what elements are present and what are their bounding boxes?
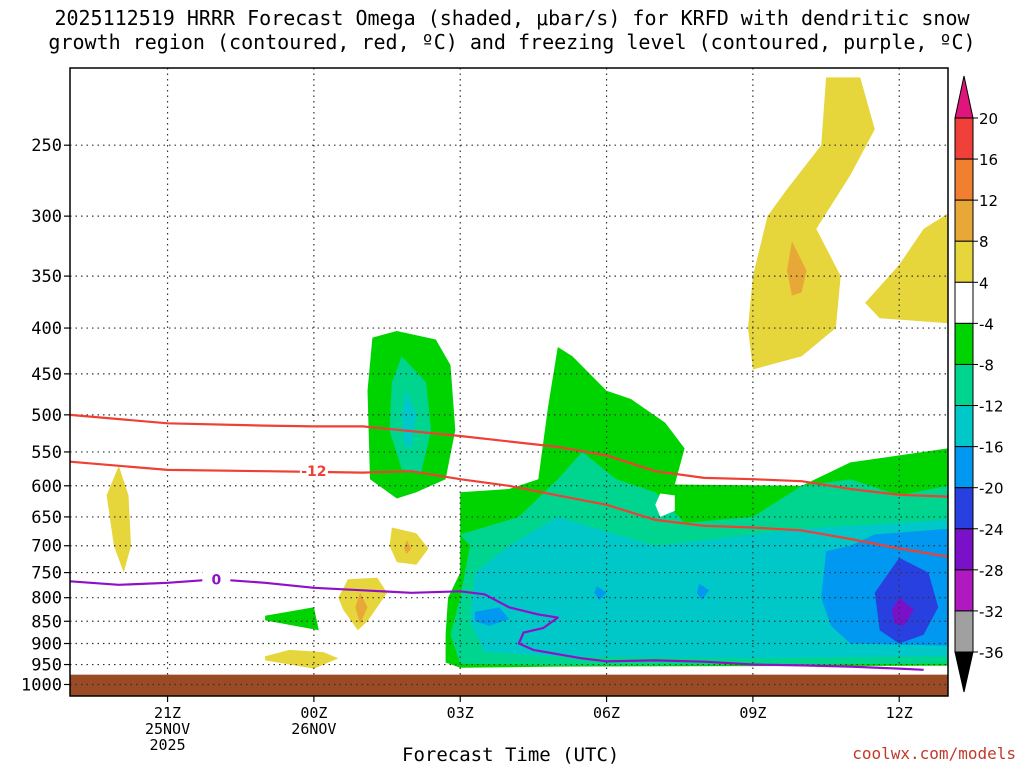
x-tick-label-17-0: 12Z — [886, 704, 913, 722]
y-tick-label-900: 900 — [31, 635, 62, 655]
colorbar-bin-1 — [954, 158, 974, 201]
colorbar-bottom-arrow — [954, 651, 974, 693]
omega-region-17 — [594, 586, 607, 601]
colorbar-label-13: -36 — [979, 644, 1004, 662]
colorbar-bin-7 — [954, 405, 974, 448]
axes: 250 300 350 400 450 500 550 600 650 700 750 800 850 9… — [21, 67, 949, 754]
y-tick-label-500: 500 — [31, 406, 62, 426]
contour-line-2 — [69, 578, 924, 671]
omega-region-2 — [865, 213, 948, 324]
plot-frame — [69, 67, 949, 697]
y-tick-label-400: 400 — [31, 319, 62, 339]
contour-label-bg-2 — [202, 571, 231, 588]
colorbar: 20 16 12 8 4 -4 -8 -12 -16 -20 -24 -28 -32 -36 — [954, 75, 1004, 693]
colorbar-label-0: 20 — [979, 110, 998, 128]
colorbar-bin-5 — [954, 322, 974, 365]
omega-region-1 — [787, 241, 807, 296]
x-axis-title: Forecast Time (UTC) — [402, 744, 620, 766]
colorbar-bin-4 — [954, 281, 974, 324]
y-tick-label-250: 250 — [31, 136, 62, 156]
y-tick-label-350: 350 — [31, 267, 62, 287]
omega-region-8 — [265, 649, 339, 669]
chart-title: 2025112519 HRRR Forecast Omega (shaded, … — [0, 6, 1024, 54]
x-tick-label-11-0: 06Z — [593, 704, 620, 722]
y-tick-label-300: 300 — [31, 207, 62, 227]
ground-fill — [70, 674, 948, 696]
colorbar-bin-11 — [954, 569, 974, 612]
omega-region-3 — [106, 465, 131, 573]
y-tick-label-1000: 1000 — [21, 676, 62, 696]
omega-region-22 — [655, 493, 675, 517]
omega-region-5 — [404, 540, 412, 554]
credit-link[interactable]: coolwx.com/models — [852, 744, 1016, 763]
shaded-omega — [70, 77, 948, 696]
y-tick-label-750: 750 — [31, 564, 62, 584]
omega-region-12 — [401, 390, 417, 449]
chart-title-line2: growth region (contoured, red, ºC) and f… — [48, 30, 976, 54]
colorbar-bin-3 — [954, 240, 974, 283]
colorbar-bin-6 — [954, 363, 974, 407]
colorbar-label-9: -20 — [979, 480, 1004, 498]
contour-label-1: -12 — [301, 464, 326, 480]
colorbar-bin-9 — [954, 487, 974, 530]
y-tick-label-600: 600 — [31, 477, 62, 497]
colorbar-bin-8 — [954, 446, 974, 489]
colorbar-label-5: -4 — [979, 315, 994, 333]
colorbar-bin-12 — [954, 610, 974, 653]
x-tick-label-2-2: 2025 — [149, 736, 185, 754]
x-tick-label-8-0: 03Z — [447, 704, 474, 722]
colorbar-label-7: -12 — [979, 398, 1004, 416]
y-tick-label-950: 950 — [31, 656, 62, 676]
colorbar-top-arrow — [954, 75, 974, 119]
x-tick-label-14-0: 09Z — [739, 704, 766, 722]
contour-label-2: 0 — [211, 572, 221, 588]
x-tick-label-2-1: 25NOV — [145, 720, 190, 738]
colorbar-bin-10 — [954, 528, 974, 571]
x-tick-label-5-1: 26NOV — [291, 720, 336, 738]
omega-region-21 — [891, 597, 914, 626]
x-tick-label-5-0: 00Z — [300, 704, 327, 722]
contour-line-1 — [69, 460, 949, 558]
plot-area — [70, 77, 948, 696]
y-tick-label-550: 550 — [31, 443, 62, 463]
colorbar-label-1: 16 — [979, 151, 998, 169]
omega-region-18 — [696, 583, 709, 601]
y-tick-label-850: 850 — [31, 612, 62, 632]
y-tick-label-800: 800 — [31, 589, 62, 609]
gridlines — [70, 68, 948, 686]
temperature-contours: -12 0 — [69, 413, 949, 671]
x-tick-label-2-0: 21Z — [154, 704, 181, 722]
colorbar-label-8: -16 — [979, 439, 1004, 457]
colorbar-label-12: -32 — [979, 603, 1004, 621]
colorbar-label-11: -28 — [979, 562, 1004, 580]
colorbar-bin-0 — [954, 117, 974, 160]
colorbar-bin-2 — [954, 199, 974, 242]
omega-region-0 — [748, 77, 875, 370]
omega-region-20 — [874, 557, 939, 644]
colorbar-label-3: 8 — [979, 233, 989, 251]
y-tick-label-450: 450 — [31, 365, 62, 385]
colorbar-label-10: -24 — [979, 521, 1004, 539]
contour-label-bg-1 — [299, 463, 328, 480]
colorbar-label-4: 4 — [979, 274, 989, 292]
colorbar-label-2: 12 — [979, 192, 998, 210]
y-tick-label-650: 650 — [31, 508, 62, 528]
y-tick-label-700: 700 — [31, 537, 62, 557]
chart-title-line1: 2025112519 HRRR Forecast Omega (shaded, … — [54, 6, 970, 30]
omega-region-9 — [265, 607, 319, 631]
contour-line-0 — [69, 413, 949, 498]
omega-region-7 — [355, 592, 368, 624]
colorbar-label-6: -8 — [979, 356, 994, 374]
